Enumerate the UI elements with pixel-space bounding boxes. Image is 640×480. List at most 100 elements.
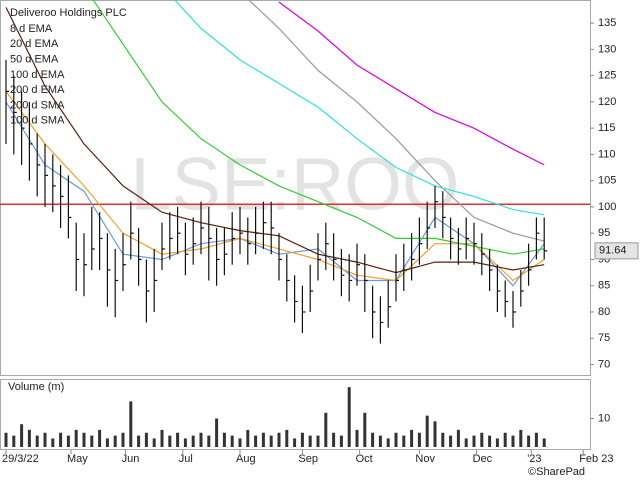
volume-bar	[144, 432, 148, 447]
volume-bar	[27, 429, 31, 447]
y-tick-label: 110	[598, 148, 616, 160]
volume-tick-label: 10	[598, 412, 610, 424]
volume-bar	[332, 432, 336, 447]
volume-bar	[495, 438, 499, 447]
volume-bar	[168, 435, 172, 447]
volume-bar	[433, 421, 437, 447]
y-tick-label: 130	[598, 43, 616, 55]
volume-bar	[238, 438, 242, 447]
x-tick-label: Jul	[179, 453, 193, 465]
volume-label: Volume (m)	[8, 381, 64, 393]
y-tick-label: 105	[598, 175, 616, 187]
volume-bar	[511, 435, 515, 447]
volume-bar	[308, 435, 312, 447]
volume-bar	[137, 435, 141, 447]
ma-line	[248, 0, 545, 242]
volume-bar	[105, 438, 109, 447]
volume-bar	[503, 432, 507, 447]
volume-bar	[472, 435, 476, 447]
volume-bar	[113, 435, 117, 447]
volume-bar	[542, 438, 546, 447]
legend-entry: 20 d EMA	[10, 38, 59, 50]
x-tick-label: Aug	[236, 453, 256, 465]
volume-bar	[152, 438, 156, 447]
volume-bar	[222, 432, 226, 447]
volume-bar	[51, 438, 55, 447]
ma-line	[278, 1, 545, 166]
volume-bar	[324, 412, 328, 447]
last-price-box	[594, 242, 639, 260]
volume-bar	[371, 432, 375, 447]
volume-bar	[339, 435, 343, 447]
x-tick-label: Dec	[473, 453, 493, 465]
y-tick-label: 115	[598, 122, 616, 134]
volume-bar	[215, 418, 219, 447]
volume-bar	[183, 438, 187, 447]
volume-bar	[277, 432, 281, 447]
volume-bar	[464, 438, 468, 447]
y-tick-label: 85	[598, 280, 610, 292]
y-tick-label: 95	[598, 227, 610, 239]
y-tick-label: 125	[598, 70, 616, 82]
volume-bar	[207, 435, 211, 447]
volume-bar	[363, 412, 367, 447]
volume-panel	[0, 379, 591, 450]
volume-bar	[20, 424, 24, 447]
volume-bar	[74, 429, 78, 447]
volume-bar	[230, 435, 234, 447]
legend-entry: 8 d EMA	[10, 23, 53, 35]
volume-bar	[456, 429, 460, 447]
y-tick-label: 75	[598, 332, 610, 344]
y-tick-label: 135	[598, 17, 616, 29]
volume-bar	[441, 432, 445, 447]
x-tick-label: Jun	[122, 453, 140, 465]
ma-line	[173, 0, 545, 216]
watermark: LSE:ROO	[131, 143, 460, 226]
volume-bar	[246, 429, 250, 447]
legend-entry: 100 d EMA	[10, 69, 65, 81]
volume-bar	[316, 435, 320, 447]
x-tick-label: May	[67, 453, 88, 465]
copyright: ©SharePad	[528, 466, 585, 478]
legend-entry: 200 d EMA	[10, 84, 65, 96]
x-tick-label: Sep	[298, 453, 318, 465]
volume-bar	[355, 429, 359, 447]
volume-bar	[82, 432, 86, 447]
volume-bar	[254, 435, 258, 447]
x-tick-label: Nov	[415, 453, 435, 465]
x-tick-label: Oct	[356, 453, 373, 465]
price-plot	[0, 0, 590, 344]
volume-bar	[121, 432, 125, 447]
volume-bar	[534, 432, 538, 447]
volume-bar	[129, 401, 133, 447]
volume-bar	[417, 432, 421, 447]
volume-bar	[527, 435, 531, 447]
volume-bar	[285, 429, 289, 447]
volume-bar	[98, 429, 102, 447]
volume-bar	[4, 432, 8, 447]
y-tick-label: 100	[598, 201, 616, 213]
price-panel	[0, 0, 591, 376]
x-tick-label: 29/3/22	[2, 453, 39, 465]
volume-bar	[300, 432, 304, 447]
legend-entry: 100 d SMA	[10, 115, 65, 127]
volume-bar	[160, 429, 164, 447]
y-tick-label: 70	[598, 358, 610, 370]
volume-bar	[12, 435, 16, 447]
volume-bar	[402, 435, 406, 447]
volume-bar	[480, 432, 484, 447]
volume-bar	[394, 432, 398, 447]
x-tick-label: Feb 23	[579, 453, 613, 465]
volume-bar	[378, 435, 382, 447]
volume-bar	[66, 435, 70, 447]
volume-bar	[425, 415, 429, 447]
volume-bar	[410, 429, 414, 447]
volume-bar	[191, 435, 195, 447]
legend-entry: 200 d SMA	[10, 99, 65, 111]
volume-bar	[519, 429, 523, 447]
y-tick-label: 120	[598, 96, 616, 108]
volume-bar	[90, 435, 94, 447]
volume-bar	[43, 432, 47, 447]
